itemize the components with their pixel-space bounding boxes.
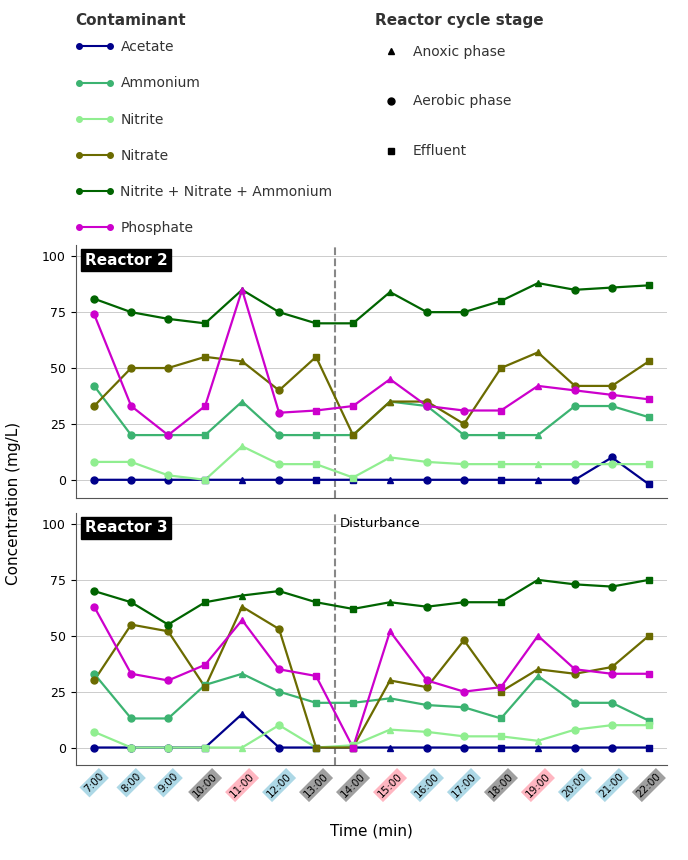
Text: 12:00: 12:00 [265, 771, 293, 799]
Text: Contaminant: Contaminant [76, 13, 186, 28]
Text: 19:00: 19:00 [524, 771, 552, 799]
Text: Acetate: Acetate [120, 40, 174, 54]
Text: 15:00: 15:00 [376, 771, 404, 799]
Text: Nitrate: Nitrate [120, 149, 169, 163]
Text: 20:00: 20:00 [561, 771, 589, 799]
Text: Reactor 2: Reactor 2 [85, 253, 167, 267]
Text: 17:00: 17:00 [450, 771, 478, 799]
Text: Anoxic phase: Anoxic phase [413, 45, 505, 58]
Text: Aerobic phase: Aerobic phase [413, 95, 511, 108]
Text: 13:00: 13:00 [302, 771, 330, 799]
Text: Reactor cycle stage: Reactor cycle stage [375, 13, 544, 28]
Text: 8:00: 8:00 [120, 771, 143, 795]
Text: Phosphate: Phosphate [120, 221, 193, 235]
Text: 21:00: 21:00 [598, 771, 626, 799]
Text: 18:00: 18:00 [487, 771, 515, 799]
Text: Effluent: Effluent [413, 144, 467, 158]
Text: Concentration (mg/L): Concentration (mg/L) [6, 421, 21, 585]
Text: 16:00: 16:00 [413, 771, 441, 799]
Text: 10:00: 10:00 [191, 771, 219, 799]
Text: 14:00: 14:00 [339, 771, 367, 799]
Text: Nitrite + Nitrate + Ammonium: Nitrite + Nitrate + Ammonium [120, 185, 332, 199]
Text: 22:00: 22:00 [635, 771, 663, 799]
Text: Ammonium: Ammonium [120, 77, 200, 90]
Text: Nitrite: Nitrite [120, 113, 164, 126]
Text: Reactor 3: Reactor 3 [85, 520, 167, 536]
Text: Disturbance: Disturbance [340, 518, 421, 531]
Text: 7:00: 7:00 [83, 771, 106, 795]
Text: 9:00: 9:00 [156, 771, 180, 795]
X-axis label: Time (min): Time (min) [330, 823, 413, 838]
Text: 11:00: 11:00 [228, 771, 256, 799]
